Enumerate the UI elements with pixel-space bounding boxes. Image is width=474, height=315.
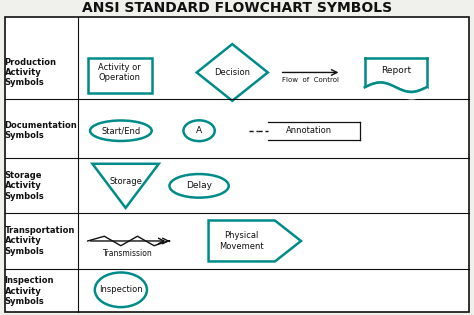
- Text: Transmission: Transmission: [103, 249, 153, 258]
- Text: Physical
Movement: Physical Movement: [219, 231, 264, 251]
- Text: Documentation
Symbols: Documentation Symbols: [5, 121, 77, 140]
- Text: Annotation: Annotation: [286, 126, 332, 135]
- Text: Activity or
Operation: Activity or Operation: [98, 63, 141, 82]
- Polygon shape: [92, 164, 159, 208]
- Text: Transportation
Activity
Symbols: Transportation Activity Symbols: [5, 226, 75, 256]
- Text: Production
Activity
Symbols: Production Activity Symbols: [5, 58, 57, 87]
- Text: Storage: Storage: [109, 177, 142, 186]
- Bar: [88, 58, 152, 93]
- Text: Report: Report: [381, 66, 411, 75]
- Text: Inspection: Inspection: [99, 285, 143, 294]
- Ellipse shape: [169, 174, 228, 198]
- Text: Decision: Decision: [214, 68, 250, 77]
- Circle shape: [95, 272, 147, 307]
- Text: Storage
Activity
Symbols: Storage Activity Symbols: [5, 171, 45, 201]
- Ellipse shape: [90, 121, 152, 141]
- Text: Inspection
Activity
Symbols: Inspection Activity Symbols: [5, 277, 54, 306]
- Text: Flow  of  Control: Flow of Control: [282, 77, 339, 83]
- Text: Start/End: Start/End: [101, 126, 140, 135]
- Polygon shape: [197, 44, 268, 101]
- Text: A: A: [196, 126, 202, 135]
- Text: ANSI STANDARD FLOWCHART SYMBOLS: ANSI STANDARD FLOWCHART SYMBOLS: [82, 1, 392, 15]
- Text: Delay: Delay: [186, 181, 212, 190]
- Circle shape: [183, 120, 215, 141]
- Polygon shape: [209, 220, 301, 261]
